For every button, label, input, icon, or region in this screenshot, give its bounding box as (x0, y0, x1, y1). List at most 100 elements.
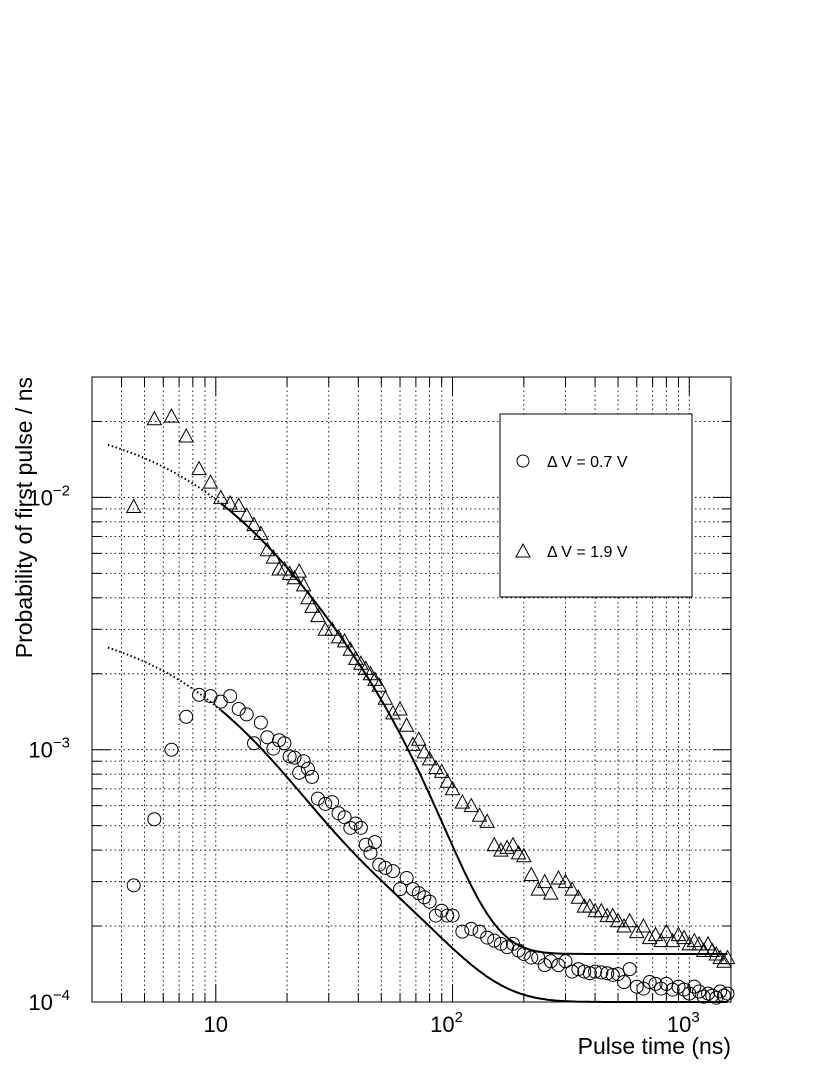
point-circle (551, 958, 566, 973)
point-circle (588, 964, 603, 979)
point-triangle (377, 690, 394, 705)
point-circle (565, 964, 580, 979)
point-triangle (191, 460, 207, 476)
point-circle (543, 954, 558, 969)
point-circle (654, 981, 669, 996)
point-triangle (398, 717, 415, 732)
point-circle (605, 967, 620, 982)
point-triangle (416, 743, 433, 759)
point-triangle (230, 497, 247, 512)
point-circle (126, 878, 141, 893)
point-triangle (691, 935, 707, 951)
plot-frame (91, 376, 732, 1003)
point-circle (617, 975, 632, 990)
y-tick-label: 10−3 (28, 735, 70, 763)
point-triangle (163, 408, 180, 423)
point-circle (305, 769, 320, 784)
point-circle (480, 930, 495, 945)
point-circle (642, 975, 657, 990)
point-triangle (536, 873, 553, 889)
point-triangle (439, 773, 456, 788)
point-triangle (708, 945, 725, 961)
point-triangle (410, 731, 427, 746)
point-triangle (628, 923, 645, 939)
point-circle (582, 966, 597, 981)
point-circle (493, 936, 508, 951)
x-tick-label: 103 (667, 1009, 700, 1037)
point-triangle (295, 576, 312, 592)
point-triangle (621, 912, 638, 928)
point-circle (600, 966, 615, 981)
point-circle (687, 979, 702, 994)
point-triangle (421, 750, 438, 766)
point-triangle (146, 410, 163, 426)
point-triangle (530, 881, 547, 896)
point-triangle (479, 813, 495, 828)
point-circle (422, 894, 437, 909)
point-triangle (238, 507, 255, 522)
point-triangle (616, 917, 632, 933)
point-triangle (463, 797, 480, 813)
fit-curve (220, 502, 728, 955)
point-circle (385, 864, 400, 879)
point-circle (282, 749, 297, 764)
legend-label-series-1: Δ V = 0.7 V (547, 454, 628, 471)
point-triangle (265, 549, 282, 564)
point-triangle (259, 541, 276, 557)
point-circle (594, 965, 609, 980)
x-tick-label: 10 (204, 1012, 228, 1037)
point-triangle (433, 763, 450, 778)
point-circle (720, 986, 735, 1001)
point-circle (682, 986, 697, 1001)
point-circle (277, 736, 292, 751)
point-triangle (300, 589, 316, 605)
point-circle (417, 890, 432, 905)
point-circle (223, 689, 238, 704)
point-triangle (550, 869, 567, 885)
point-circle (577, 964, 592, 979)
point-triangle (330, 628, 347, 644)
point-triangle (681, 935, 698, 951)
point-circle (310, 791, 325, 806)
point-circle (487, 933, 502, 948)
point-circle (318, 796, 333, 811)
point-triangle (392, 700, 408, 716)
point-circle (353, 820, 368, 835)
point-triangle (515, 847, 532, 863)
data-points (125, 408, 736, 1005)
point-circle (343, 820, 358, 835)
point-circle (629, 979, 644, 994)
point-circle (164, 742, 179, 757)
point-circle (296, 754, 311, 769)
point-triangle (647, 926, 664, 942)
point-triangle (428, 759, 444, 774)
point-circle (247, 736, 262, 751)
point-triangle (493, 842, 509, 857)
tick-labels: 10 102 103 10−4 10−3 10−2 (28, 482, 699, 1037)
point-circle (524, 950, 539, 965)
point-triangle (635, 917, 652, 933)
point-triangle (593, 902, 610, 918)
point-triangle (304, 598, 320, 613)
point-triangle (336, 632, 353, 648)
point-circle (622, 962, 637, 977)
point-circle (239, 707, 254, 722)
point-circle (358, 837, 373, 852)
point-circle (378, 860, 393, 875)
point-circle (231, 701, 246, 716)
point-circle (648, 976, 663, 991)
point-circle (266, 741, 281, 756)
point-triangle (604, 907, 621, 923)
point-circle (325, 795, 340, 810)
point-triangle (716, 953, 732, 968)
point-triangle (564, 881, 580, 896)
point-circle (367, 835, 382, 850)
point-triangle (471, 807, 488, 822)
point-circle (445, 908, 460, 923)
point-triangle (178, 428, 195, 443)
point-triangle (291, 563, 308, 578)
point-triangle (658, 923, 675, 939)
point-circle (253, 715, 268, 730)
point-triangle (700, 935, 716, 951)
